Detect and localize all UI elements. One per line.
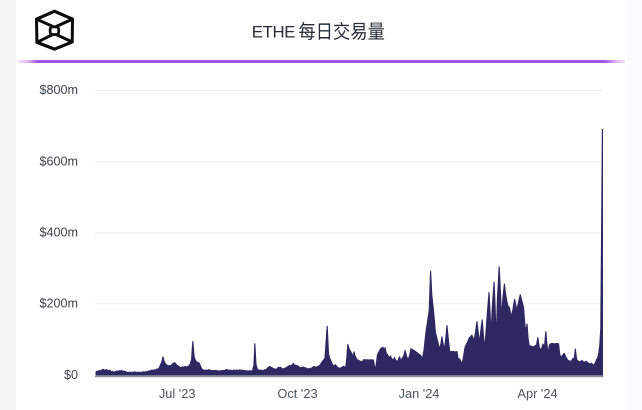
svg-text:Oct '23: Oct '23 [277,386,317,401]
svg-text:Jul '23: Jul '23 [159,386,196,401]
svg-text:Apr '24: Apr '24 [517,386,557,401]
svg-text:$600m: $600m [39,154,78,168]
svg-text:$400m: $400m [39,225,78,239]
svg-text:$200m: $200m [39,296,78,310]
svg-text:ETHE: ETHE [252,22,296,41]
svg-text:$0: $0 [64,368,78,382]
svg-text:$800m: $800m [39,83,78,97]
svg-text:Jan '24: Jan '24 [399,386,440,401]
